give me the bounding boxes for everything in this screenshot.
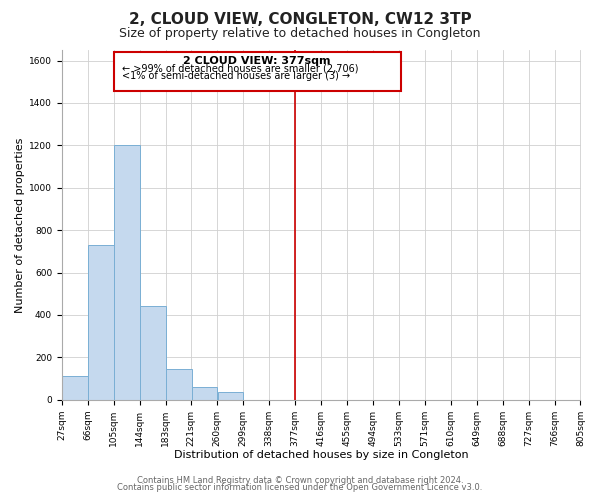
X-axis label: Distribution of detached houses by size in Congleton: Distribution of detached houses by size … — [174, 450, 469, 460]
Bar — [114, 146, 140, 400]
Bar — [88, 245, 113, 400]
Bar — [140, 306, 166, 400]
Text: 2, CLOUD VIEW, CONGLETON, CW12 3TP: 2, CLOUD VIEW, CONGLETON, CW12 3TP — [128, 12, 472, 28]
Text: Size of property relative to detached houses in Congleton: Size of property relative to detached ho… — [119, 28, 481, 40]
FancyBboxPatch shape — [114, 52, 401, 92]
Text: Contains HM Land Registry data © Crown copyright and database right 2024.: Contains HM Land Registry data © Crown c… — [137, 476, 463, 485]
Y-axis label: Number of detached properties: Number of detached properties — [15, 137, 25, 312]
Bar — [218, 392, 243, 400]
Bar — [166, 369, 191, 400]
Text: 2 CLOUD VIEW: 377sqm: 2 CLOUD VIEW: 377sqm — [184, 56, 331, 66]
Text: <1% of semi-detached houses are larger (3) →: <1% of semi-detached houses are larger (… — [122, 71, 350, 81]
Bar — [191, 387, 217, 400]
Text: ← >99% of detached houses are smaller (2,706): ← >99% of detached houses are smaller (2… — [122, 63, 358, 73]
Bar — [62, 376, 88, 400]
Text: Contains public sector information licensed under the Open Government Licence v3: Contains public sector information licen… — [118, 484, 482, 492]
